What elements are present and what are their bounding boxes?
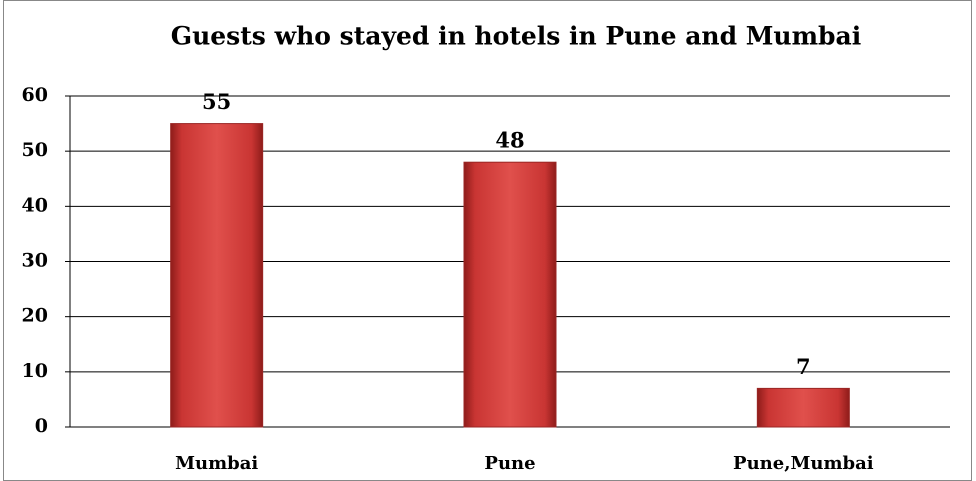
y-tick-label: 10 (22, 360, 48, 382)
x-tick-label: Mumbai (175, 453, 258, 474)
data-label: 48 (495, 128, 524, 153)
y-tick-label: 30 (22, 250, 48, 272)
y-tick-label: 0 (35, 415, 48, 437)
x-tick-label: Pune (484, 453, 535, 474)
y-tick-label: 50 (22, 139, 48, 161)
y-tick-label: 20 (22, 305, 48, 327)
data-label: 7 (796, 354, 811, 379)
y-tick-label: 60 (22, 84, 48, 106)
data-label: 55 (202, 89, 231, 114)
x-tick-label: Pune,Mumbai (733, 453, 874, 474)
y-tick-label: 40 (22, 194, 48, 216)
bar (756, 387, 850, 428)
bar (170, 123, 264, 428)
chart-title: Guests who stayed in hotels in Pune and … (171, 22, 861, 51)
bar (463, 161, 557, 428)
